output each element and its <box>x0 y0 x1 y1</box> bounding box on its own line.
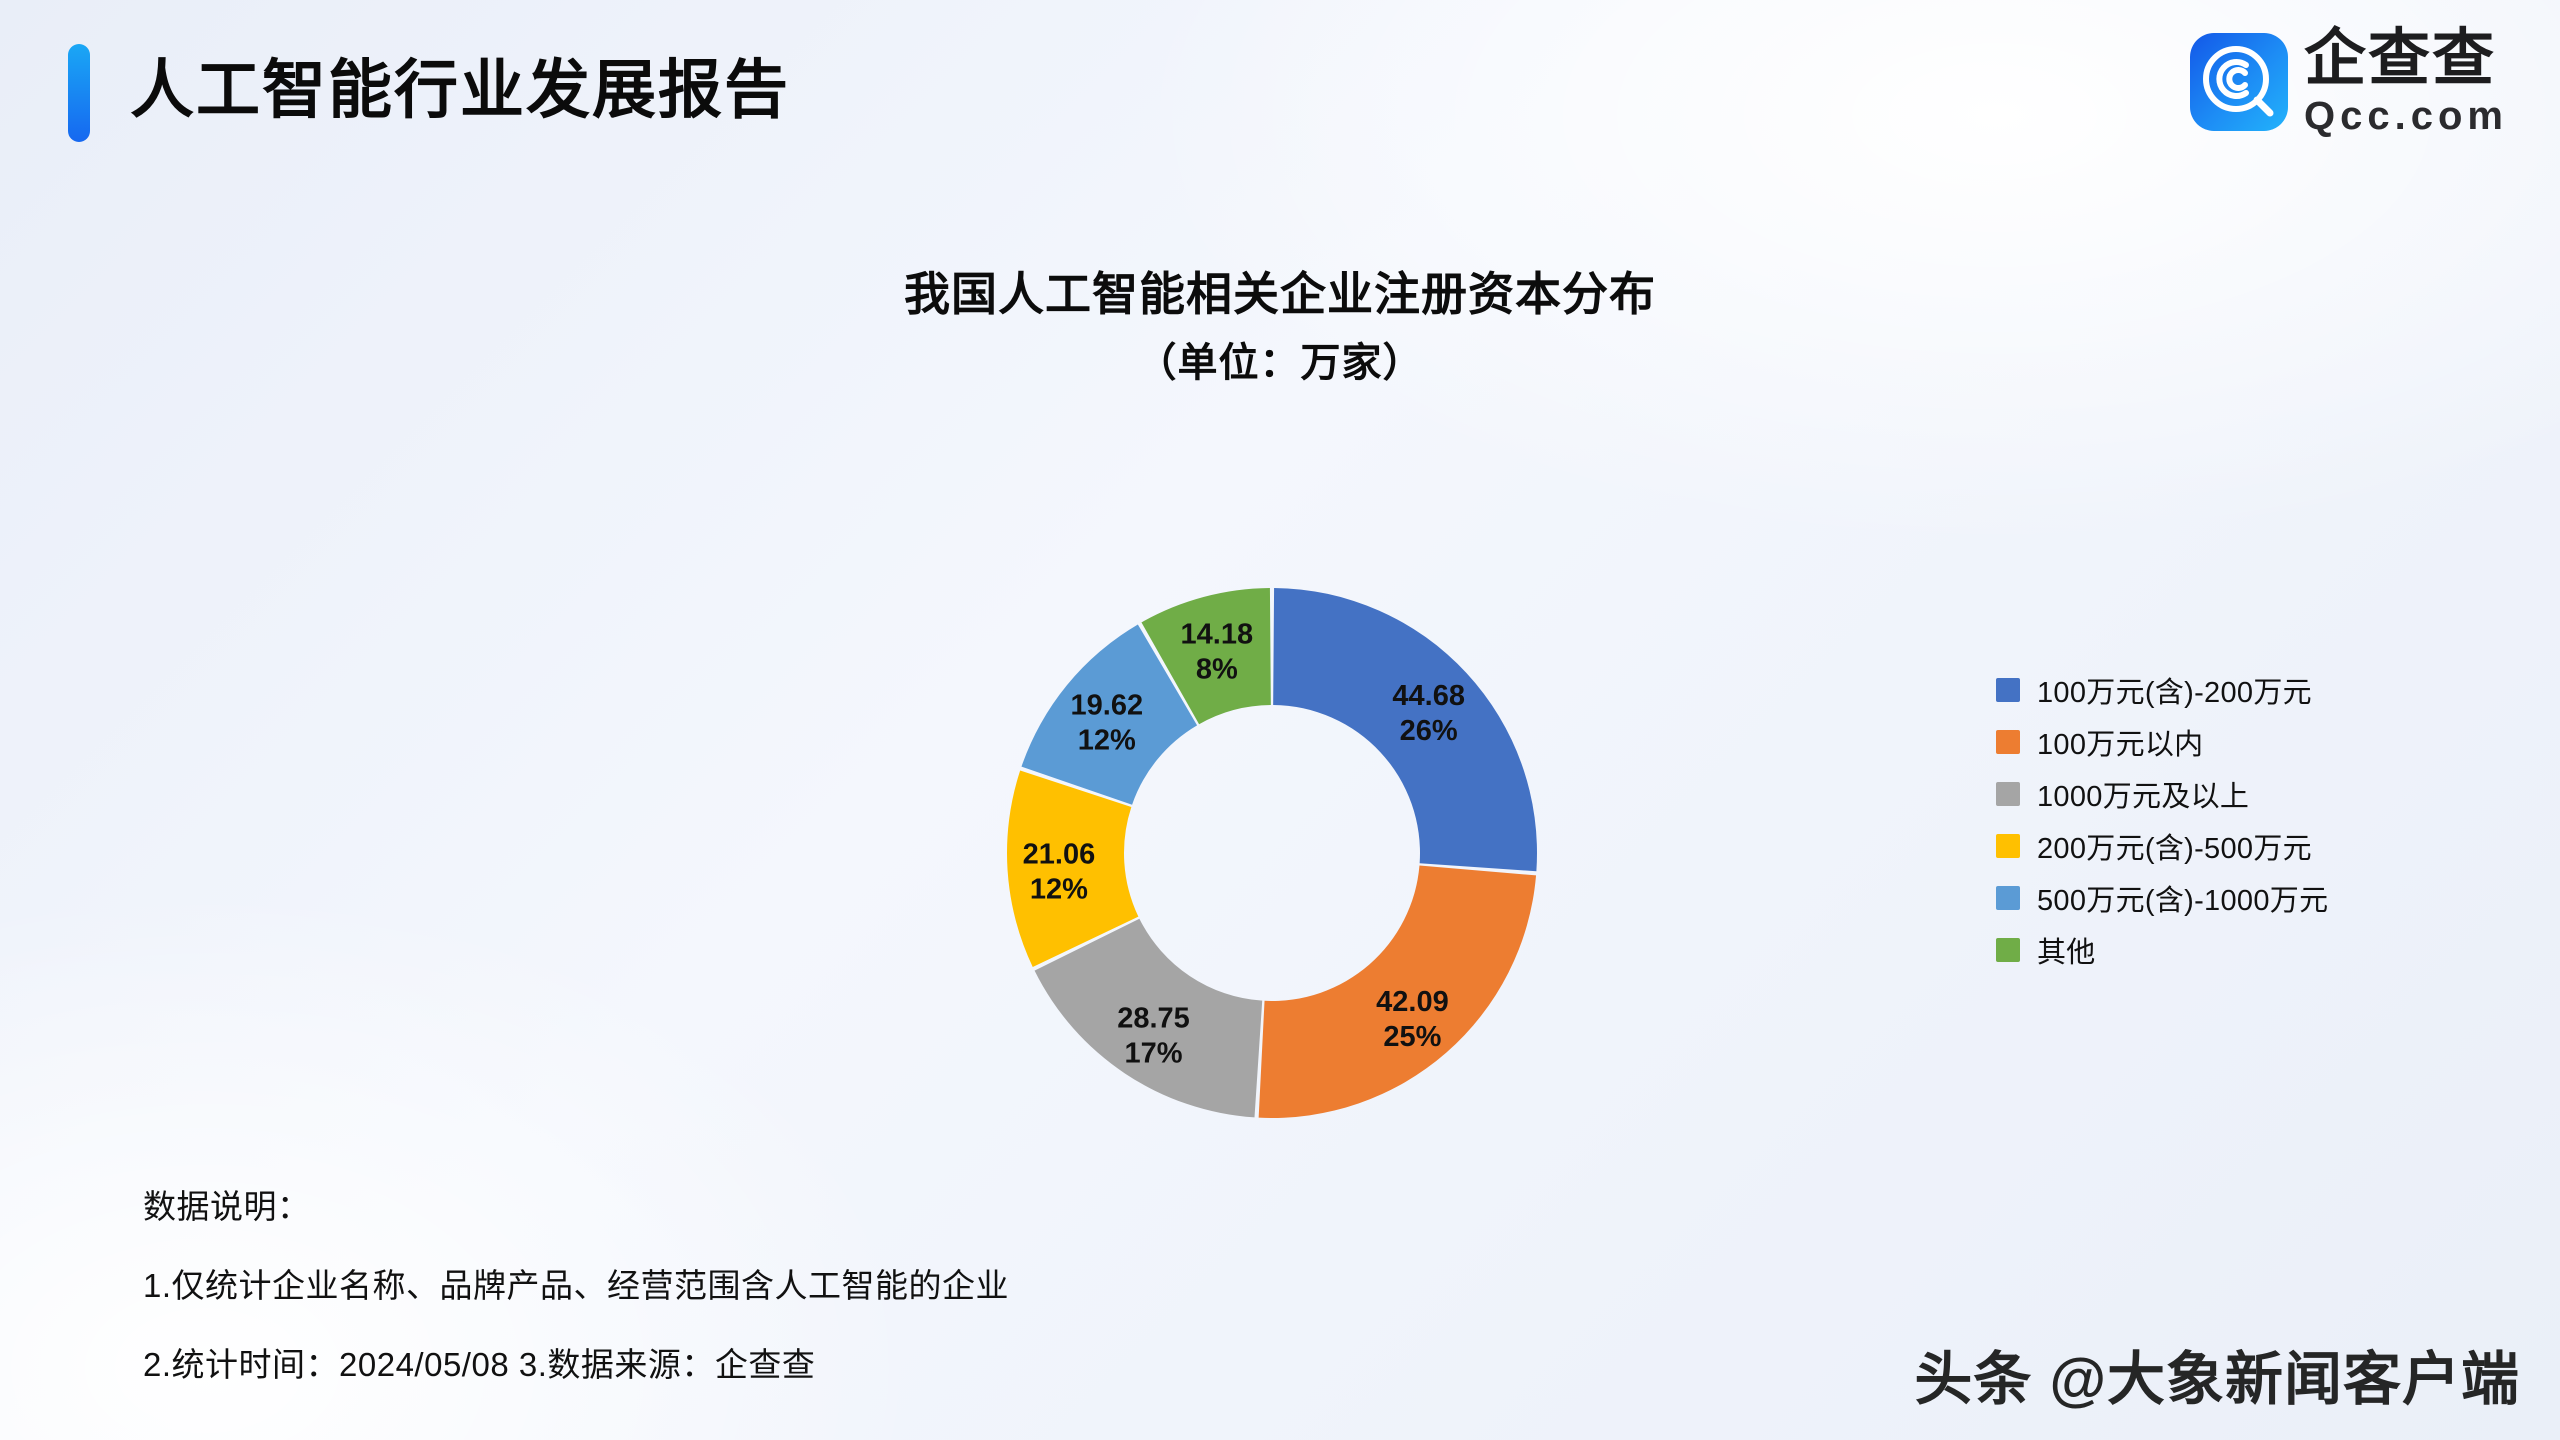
donut-slice[interactable] <box>1021 624 1198 805</box>
title-accent-bar <box>68 44 90 142</box>
page-header: 人工智能行业发展报告 企查查 Qcc.com <box>0 0 2560 190</box>
legend-item-label: 100万元(含)-200万元 <box>2037 676 2312 709</box>
legend-item[interactable]: 200万元(含)-500万元 <box>1996 829 2328 865</box>
brand-name-en: Qcc.com <box>2304 94 2508 138</box>
data-notes: 数据说明： 1.仅统计企业名称、品牌产品、经营范围含人工智能的企业 2.统计时间… <box>143 1180 1009 1386</box>
donut-slice[interactable] <box>1034 918 1263 1118</box>
note-line-1: 1.仅统计企业名称、品牌产品、经营范围含人工智能的企业 <box>143 1267 1010 1304</box>
legend-item[interactable]: 500万元(含)-1000万元 <box>1996 881 2328 917</box>
slice-value-label: 44.68 <box>1392 680 1465 712</box>
source-watermark: 头条 @大象新闻客户端 <box>1914 1347 2520 1412</box>
page-title: 人工智能行业发展报告 <box>130 54 790 126</box>
legend-item[interactable]: 其他 <box>1996 933 2328 969</box>
slice-value-label: 14.18 <box>1181 619 1254 651</box>
brand-logo: 企查查 Qcc.com <box>2190 28 2508 136</box>
donut-chart: 44.68 26% 42.09 25% 28.75 17% 21.06 12% 19.62 12%… <box>1002 583 1542 1123</box>
legend-item-label: 1000万元及以上 <box>2037 780 2250 813</box>
slice-percent-label: 12% <box>1078 725 1136 757</box>
slice-percent-label: 26% <box>1400 715 1458 747</box>
donut-slice[interactable] <box>1141 588 1271 725</box>
donut-label-group: 44.6826%42.0925%28.7517%21.0612%19.6212%… <box>1023 619 1465 1070</box>
chart-subtitle: （单位：万家） <box>1136 341 1424 385</box>
chart-legend: 100万元(含)-200万元 100万元以内 1000万元及以上 200万元(含)-5… <box>1996 673 2328 969</box>
legend-swatch-icon <box>1996 833 2020 858</box>
donut-slice[interactable] <box>1007 770 1139 967</box>
slice-percent-label: 12% <box>1030 874 1088 906</box>
brand-text: 企查查 Qcc.com <box>2304 24 2508 138</box>
notes-heading: 数据说明： <box>143 1188 311 1225</box>
donut-slice-group <box>1007 588 1537 1118</box>
slice-percent-label: 17% <box>1124 1038 1182 1070</box>
legend-item-label: 其他 <box>2037 936 2096 969</box>
slice-value-label: 21.06 <box>1023 839 1096 871</box>
donut-slice[interactable] <box>1258 865 1537 1118</box>
legend-swatch-icon <box>1996 781 2020 806</box>
slice-value-label: 28.75 <box>1117 1003 1190 1035</box>
legend-swatch-icon <box>1996 677 2020 702</box>
brand-name-cn: 企查查 <box>2304 24 2497 93</box>
legend-item-label: 500万元(含)-1000万元 <box>2037 884 2329 917</box>
slice-value-label: 42.09 <box>1376 986 1449 1018</box>
legend-item-label: 200万元(含)-500万元 <box>2037 832 2312 865</box>
note-line-2: 2.统计时间：2024/05/08 3.数据来源：企查查 <box>143 1346 816 1383</box>
qcc-circle-c-logo-icon <box>2190 33 2289 131</box>
legend-item[interactable]: 100万元以内 <box>1996 725 2328 761</box>
slice-percent-label: 25% <box>1383 1021 1441 1053</box>
legend-swatch-icon <box>1996 729 2020 754</box>
slice-value-label: 19.62 <box>1071 690 1144 722</box>
legend-item[interactable]: 100万元(含)-200万元 <box>1996 673 2328 709</box>
donut-slice[interactable] <box>1273 588 1537 872</box>
legend-item-label: 100万元以内 <box>2037 728 2204 761</box>
chart-title: 我国人工智能相关企业注册资本分布 <box>904 268 1656 320</box>
slice-percent-label: 8% <box>1196 654 1238 686</box>
legend-item[interactable]: 1000万元及以上 <box>1996 777 2328 813</box>
legend-swatch-icon <box>1996 937 2020 962</box>
legend-swatch-icon <box>1996 885 2020 910</box>
